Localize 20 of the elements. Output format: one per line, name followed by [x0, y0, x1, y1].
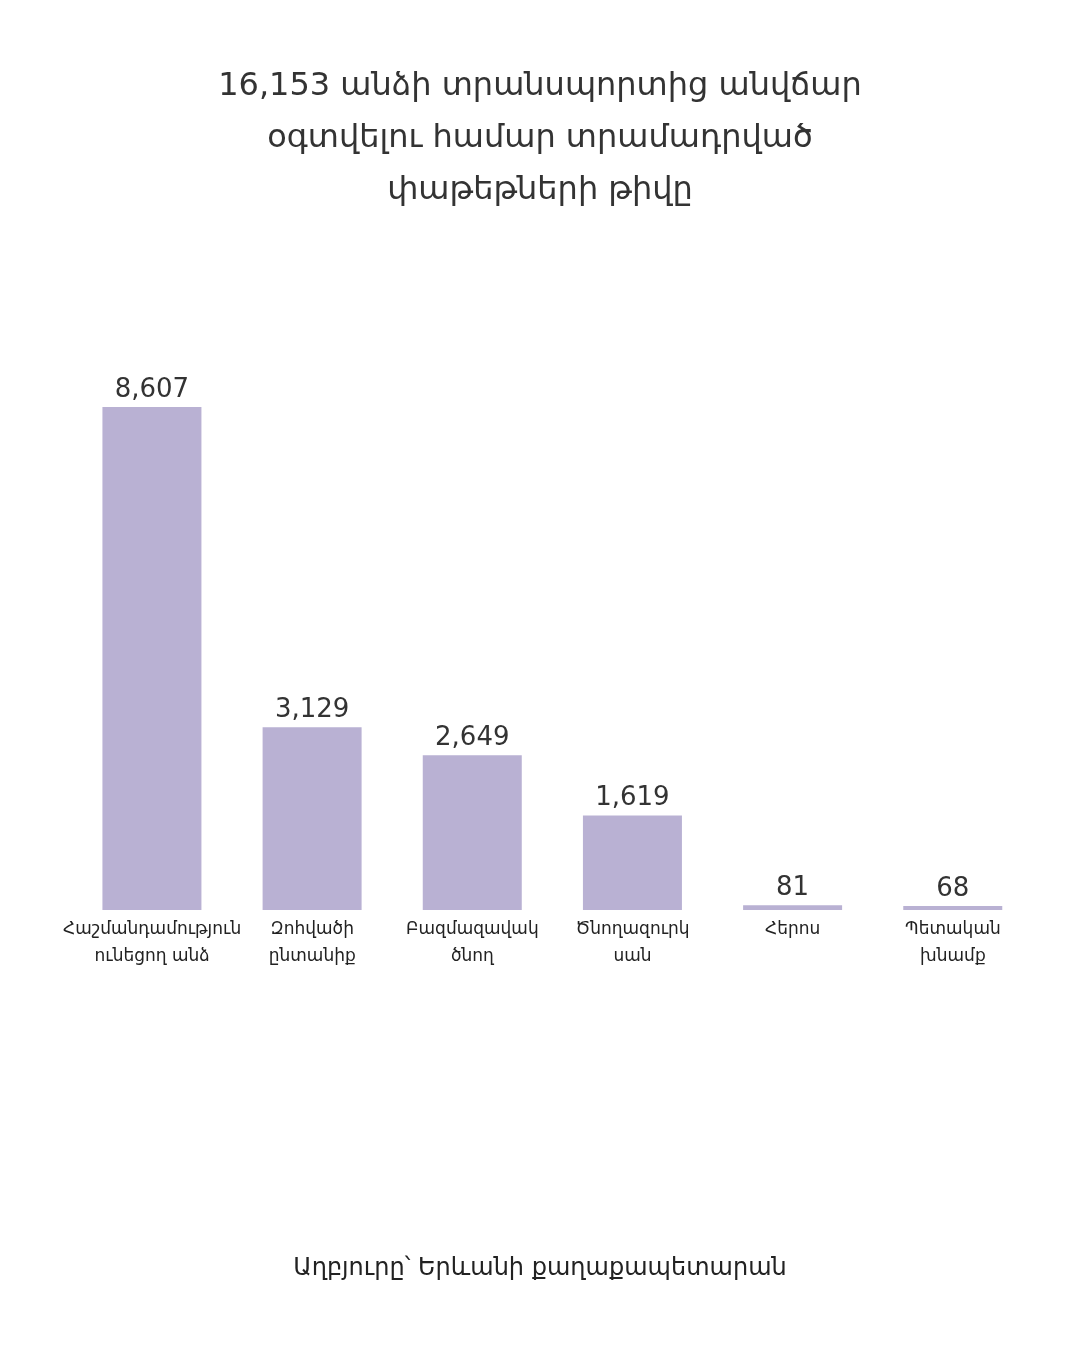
data-label: 3,129 [274, 693, 350, 724]
data-label: 2,649 [435, 721, 510, 752]
bar [582, 815, 682, 910]
data-label: 81 [776, 871, 810, 902]
x-tick-label: Բազմազավակ ծնող [406, 918, 539, 965]
bar [262, 727, 362, 910]
text: Աղբյուրը՝ Երևանի քաղաքապետարան [292, 1253, 788, 1281]
x-tick-label: Ծնողազուրկ սան [575, 918, 690, 965]
x-tick-label: Հաշմանդամություն ունեցող անձ [62, 918, 242, 965]
bar [102, 407, 202, 910]
bar [422, 755, 522, 910]
x-tick-label: Պետական խնամք [905, 918, 1001, 965]
data-label: 8,607 [114, 373, 190, 403]
x-tick-label: Զոհվածի ընտանիք [268, 918, 356, 965]
bar [743, 905, 843, 910]
data-label: 68 [936, 872, 970, 903]
x-tick-label: Հերոս [765, 918, 821, 938]
bar [903, 906, 1003, 910]
chart-title: 16,153 անձի տրանսպորտից անվճար օգտվելու համար տրամադրված փաթեթների թիվը [217, 64, 863, 209]
data-label: 1,619 [595, 781, 670, 812]
